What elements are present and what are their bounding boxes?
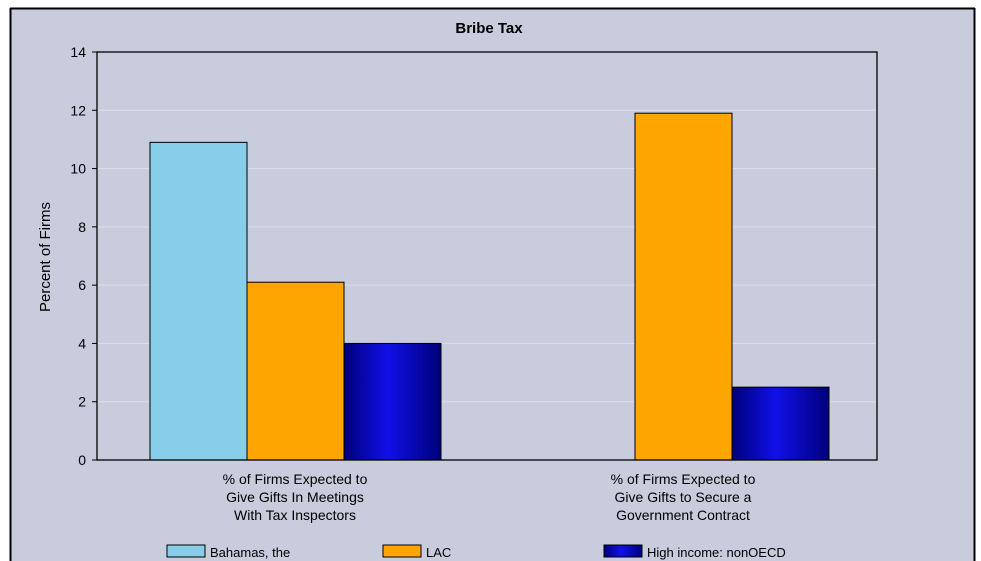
bar (731, 386, 830, 461)
legend: Bahamas, the LAC High income: nonOECD (166, 544, 786, 560)
y-tick-label: 0 (78, 452, 86, 468)
y-tick-label: 2 (78, 394, 86, 410)
legend-swatch (166, 544, 206, 558)
y-tick-label: 12 (70, 102, 86, 118)
chart-title: Bribe Tax (455, 20, 523, 37)
y-tick-label: 4 (78, 335, 86, 351)
plot-area-border (96, 51, 878, 461)
legend-label: High income: nonOECD (647, 545, 786, 560)
y-axis-ticks: 0 2 4 6 8 10 12 14 (70, 44, 97, 468)
x-category-label: Give Gifts to Secure a (615, 489, 752, 505)
x-category-label: % of Firms Expected to (223, 471, 368, 487)
bar (246, 281, 345, 461)
x-category-label: Give Gifts In Meetings (226, 489, 364, 505)
y-tick-label: 10 (70, 161, 86, 177)
x-category-label: Government Contract (616, 507, 750, 523)
legend-swatch (382, 544, 422, 558)
bar (343, 342, 442, 461)
bar (149, 141, 248, 461)
x-category-label: With Tax Inspectors (234, 507, 356, 523)
x-category-label: % of Firms Expected to (611, 471, 756, 487)
y-axis-label: Percent of Firms (37, 202, 54, 312)
bar (634, 112, 733, 461)
x-axis-labels: % of Firms Expected to Give Gifts In Meet… (223, 471, 756, 523)
legend-label: Bahamas, the (210, 545, 290, 560)
y-tick-label: 8 (78, 219, 86, 235)
y-tick-label: 6 (78, 277, 86, 293)
legend-label: LAC (426, 545, 451, 560)
legend-swatch (603, 544, 643, 558)
y-tick-label: 14 (70, 44, 86, 60)
bars (149, 112, 830, 461)
